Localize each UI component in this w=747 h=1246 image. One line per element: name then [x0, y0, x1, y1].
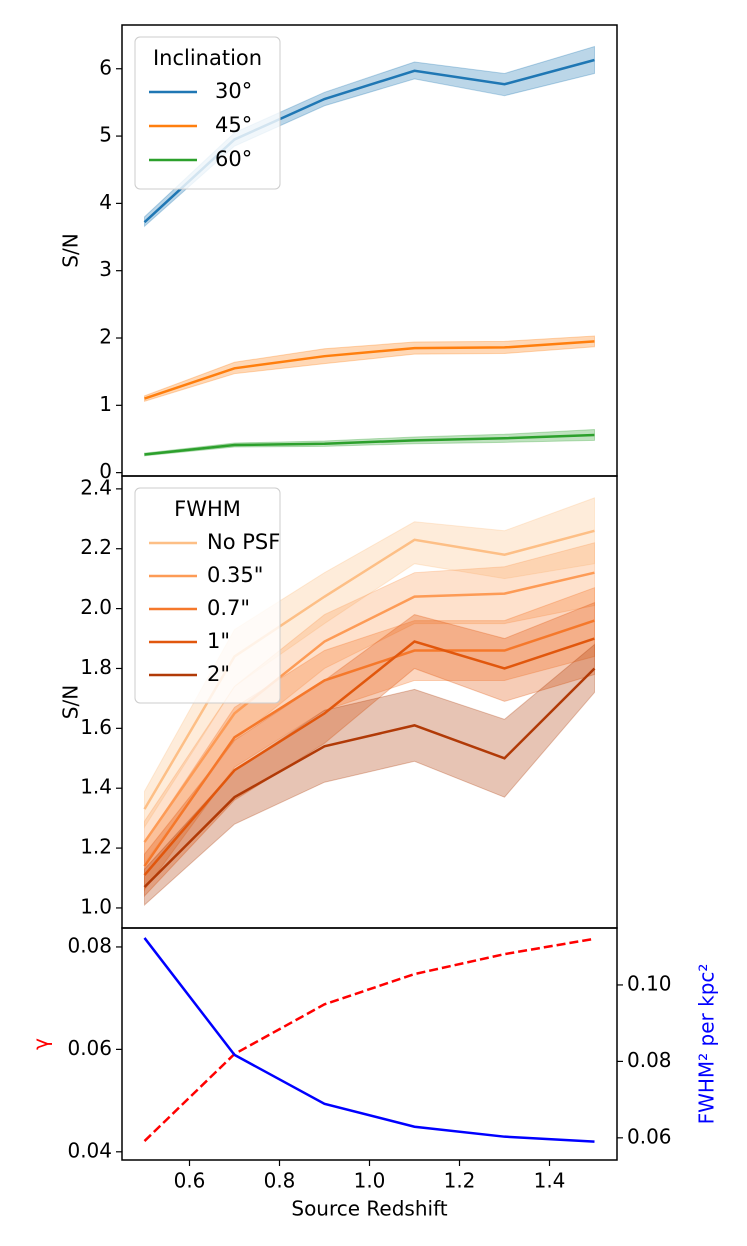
series-line [143, 571, 595, 843]
legend-label: 2" [207, 662, 230, 686]
y-tick-label: 0.08 [67, 933, 112, 957]
x-tick-label: 0.6 [174, 1169, 206, 1193]
legend-label: No PSF [207, 530, 280, 554]
y-tick-label: 1.8 [80, 655, 112, 679]
y-tick-label: 2.4 [80, 475, 112, 499]
axes-frame [121, 927, 618, 1161]
y-tick-label: 6 [99, 55, 112, 79]
x-axis-label: Source Redshift [291, 1197, 447, 1221]
series-line [144, 433, 595, 456]
y-tick-label: 0 [99, 459, 112, 483]
x-tick-label: 0.8 [264, 1169, 296, 1193]
series-line [143, 937, 595, 1143]
y-axis-label: S/N [59, 685, 83, 719]
legend-box [134, 36, 281, 190]
legend-label: 45° [215, 113, 252, 137]
y-tick-label: 3 [99, 257, 112, 281]
y-tick-label: 5 [99, 123, 112, 147]
y-axis-label: S/N [59, 233, 83, 267]
series-line [143, 937, 595, 1142]
y2-tick-label: 0.08 [627, 1048, 672, 1072]
series-line [144, 340, 595, 400]
y2-tick-label: 0.10 [627, 971, 672, 995]
legend-title: Inclination [153, 46, 262, 70]
y-tick-label: 1.0 [80, 894, 112, 918]
y-tick-label: 2 [99, 325, 112, 349]
x-tick-label: 1.4 [534, 1169, 566, 1193]
legend-label: 1" [207, 629, 230, 653]
y2-tick-label: 0.06 [627, 1124, 672, 1148]
legend-label: 60° [215, 147, 252, 171]
confidence-band [144, 542, 595, 865]
y-tick-label: 0.04 [67, 1138, 112, 1162]
x-tick-label: 1.0 [354, 1169, 386, 1193]
confidence-band [144, 586, 595, 892]
y-tick-label: 1.4 [80, 775, 112, 799]
confidence-band [144, 643, 595, 907]
legend-title: FWHM [174, 497, 241, 521]
y-tick-label: 1.6 [80, 715, 112, 739]
y-tick-label: 2.2 [80, 535, 112, 559]
y-axis-label: γ [29, 1038, 53, 1050]
y2-axis-label: FWHM² per kpc² [695, 964, 719, 1125]
series-line [143, 637, 595, 876]
legend-label: 0.35" [207, 563, 263, 587]
y-tick-label: 1 [99, 392, 112, 416]
y-tick-label: 1.2 [80, 835, 112, 859]
x-tick-label: 1.2 [444, 1169, 476, 1193]
y-tick-label: 2.0 [80, 595, 112, 619]
legend-label: 0.7" [207, 596, 250, 620]
confidence-band [144, 335, 595, 402]
legend-label: 30° [215, 79, 252, 103]
y-tick-label: 4 [99, 190, 112, 214]
series-line [143, 619, 595, 867]
y-tick-label: 0.06 [67, 1036, 112, 1060]
series-line [143, 667, 596, 888]
